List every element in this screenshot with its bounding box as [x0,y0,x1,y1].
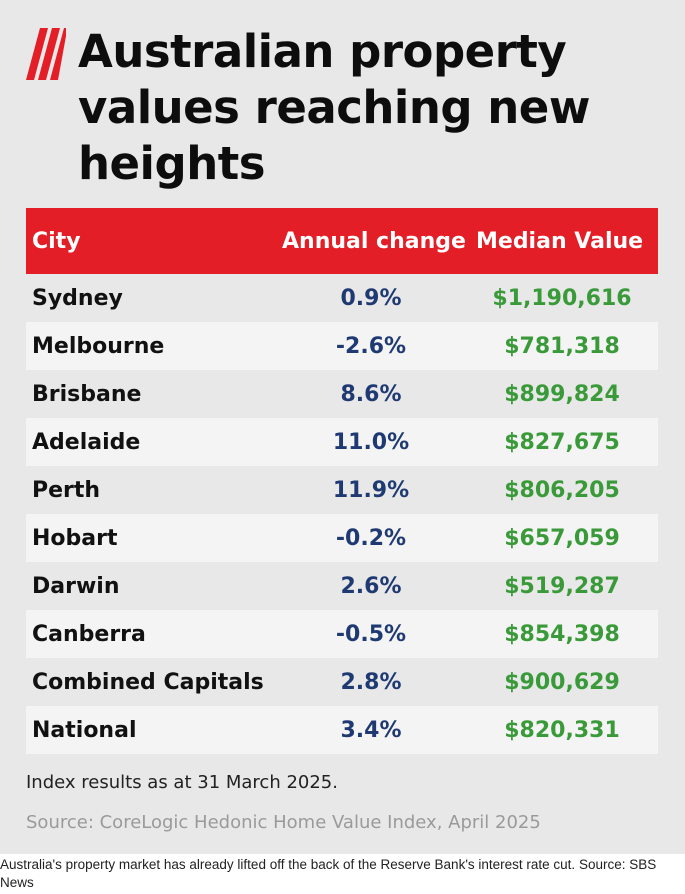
city-cell: Hobart [32,525,118,551]
median-value-cell: $806,205 [504,477,620,503]
index-note: Index results as at 31 March 2025. [26,772,338,793]
header-annual-change: Annual change [282,228,466,254]
header-median-value: Median Value [476,228,644,254]
table-row: Adelaide 11.0% $827,675 [26,418,658,466]
source-credit: Source: CoreLogic Hedonic Home Value Ind… [26,812,541,833]
table-header: City Annual change Median Value [26,208,658,274]
annual-change-cell: -0.5% [335,621,407,647]
median-value-cell: $657,059 [504,525,620,551]
annual-change-cell: -0.2% [335,525,407,551]
table-row: Melbourne -2.6% $781,318 [26,322,658,370]
city-cell: Sydney [32,285,123,311]
median-value-cell: $820,331 [504,717,620,743]
header-city: City [32,228,81,254]
city-cell: Perth [32,477,101,503]
median-value-cell: $519,287 [504,573,620,599]
table-row: Darwin 2.6% $519,287 [26,562,658,610]
sbs-stripes-logo-icon [26,28,66,80]
annual-change-cell: 3.4% [340,717,402,743]
annual-change-cell: 2.6% [340,573,402,599]
median-value-cell: $899,824 [504,381,620,407]
annual-change-cell: 11.0% [332,429,410,455]
city-cell: Melbourne [32,333,165,359]
city-cell: Adelaide [32,429,141,455]
table-row: National 3.4% $820,331 [26,706,658,754]
table-row: Canberra -0.5% $854,398 [26,610,658,658]
city-cell: National [32,717,137,743]
median-value-cell: $1,190,616 [492,285,632,311]
table-row: Sydney 0.9% $1,190,616 [26,274,658,322]
median-value-cell: $854,398 [504,621,620,647]
infographic-card: Australian property values reaching new … [0,0,685,854]
table-row: Combined Capitals 2.8% $900,629 [26,658,658,706]
city-cell: Brisbane [32,381,142,407]
table-row: Brisbane 8.6% $899,824 [26,370,658,418]
median-value-cell: $900,629 [504,669,620,695]
city-cell: Darwin [32,573,120,599]
table-row: Perth 11.9% $806,205 [26,466,658,514]
city-cell: Canberra [32,621,146,647]
property-values-table: City Annual change Median Value Sydney 0… [26,208,658,754]
graphic-title: Australian property values reaching new … [78,25,590,190]
annual-change-cell: 0.9% [340,285,402,311]
annual-change-cell: 8.6% [340,381,402,407]
city-cell: Combined Capitals [32,669,264,695]
table-row: Hobart -0.2% $657,059 [26,514,658,562]
annual-change-cell: -2.6% [335,333,407,359]
median-value-cell: $827,675 [504,429,620,455]
annual-change-cell: 11.9% [332,477,410,503]
annual-change-cell: 2.8% [340,669,402,695]
median-value-cell: $781,318 [504,333,620,359]
image-caption: Australia's property market has already … [0,857,657,890]
